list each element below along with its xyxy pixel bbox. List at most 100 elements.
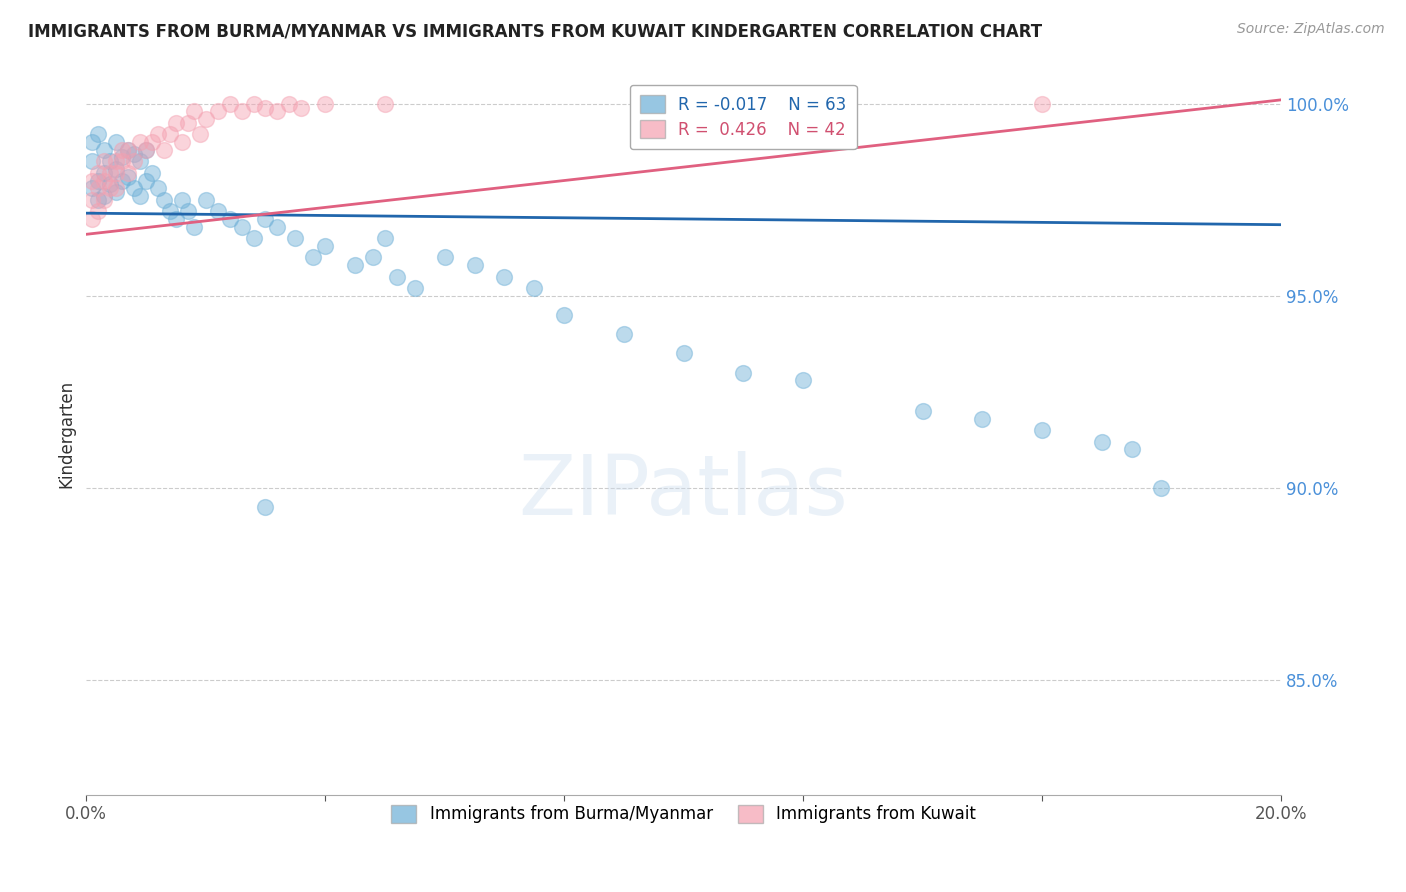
Point <box>231 104 253 119</box>
Point <box>553 308 575 322</box>
Point <box>153 193 176 207</box>
Point <box>87 166 110 180</box>
Point <box>105 181 128 195</box>
Point <box>972 411 994 425</box>
Point <box>404 281 426 295</box>
Point <box>278 96 301 111</box>
Point <box>1121 442 1143 457</box>
Point <box>911 404 934 418</box>
Point <box>314 239 336 253</box>
Point <box>87 204 110 219</box>
Point <box>159 204 181 219</box>
Point <box>464 258 486 272</box>
Point <box>117 169 139 184</box>
Point <box>177 204 200 219</box>
Point <box>117 166 139 180</box>
Point <box>111 151 134 165</box>
Point <box>141 166 163 180</box>
Point <box>183 219 205 234</box>
Point <box>242 231 264 245</box>
Text: IMMIGRANTS FROM BURMA/MYANMAR VS IMMIGRANTS FROM KUWAIT KINDERGARTEN CORRELATION: IMMIGRANTS FROM BURMA/MYANMAR VS IMMIGRA… <box>28 22 1042 40</box>
Point <box>87 128 110 142</box>
Point <box>153 143 176 157</box>
Point <box>129 189 152 203</box>
Point <box>165 211 187 226</box>
Point <box>207 104 229 119</box>
Point <box>135 143 157 157</box>
Point <box>523 281 546 295</box>
Point <box>218 211 240 226</box>
Point <box>207 204 229 219</box>
Point <box>194 193 217 207</box>
Point <box>374 231 396 245</box>
Point <box>117 143 139 157</box>
Point <box>111 154 134 169</box>
Point <box>183 104 205 119</box>
Point <box>117 143 139 157</box>
Point <box>129 154 152 169</box>
Point <box>98 166 121 180</box>
Point <box>170 193 193 207</box>
Point <box>82 193 104 207</box>
Point <box>105 135 128 149</box>
Point <box>218 96 240 111</box>
Point <box>135 173 157 187</box>
Point <box>188 128 211 142</box>
Point <box>242 96 264 111</box>
Text: ZIPatlas: ZIPatlas <box>519 451 849 533</box>
Point <box>87 173 110 187</box>
Point <box>433 250 456 264</box>
Point <box>672 346 695 360</box>
Point <box>93 189 115 203</box>
Point <box>98 178 121 192</box>
Point <box>266 104 288 119</box>
Text: Source: ZipAtlas.com: Source: ZipAtlas.com <box>1237 22 1385 37</box>
Point <box>82 154 104 169</box>
Point <box>93 173 115 187</box>
Point <box>1091 434 1114 449</box>
Point <box>105 161 128 176</box>
Point <box>254 500 277 514</box>
Point <box>146 128 169 142</box>
Point <box>82 173 104 187</box>
Point <box>82 135 104 149</box>
Point <box>284 231 307 245</box>
Point <box>231 219 253 234</box>
Point <box>254 101 277 115</box>
Point <box>302 250 325 264</box>
Point <box>87 181 110 195</box>
Point <box>385 269 408 284</box>
Point <box>135 143 157 157</box>
Legend: Immigrants from Burma/Myanmar, Immigrants from Kuwait: Immigrants from Burma/Myanmar, Immigrant… <box>385 798 983 830</box>
Point <box>82 181 104 195</box>
Point <box>93 193 115 207</box>
Point <box>122 146 145 161</box>
Point <box>111 143 134 157</box>
Point <box>122 181 145 195</box>
Point <box>105 185 128 199</box>
Point <box>122 154 145 169</box>
Point <box>82 211 104 226</box>
Point <box>170 135 193 149</box>
Point <box>87 193 110 207</box>
Point <box>93 143 115 157</box>
Point <box>129 135 152 149</box>
Point <box>344 258 367 272</box>
Point <box>146 181 169 195</box>
Point <box>98 181 121 195</box>
Point <box>733 366 755 380</box>
Point <box>494 269 516 284</box>
Point <box>1031 96 1053 111</box>
Point <box>1031 423 1053 437</box>
Point <box>165 116 187 130</box>
Point <box>93 154 115 169</box>
Point <box>290 101 312 115</box>
Point <box>266 219 288 234</box>
Point <box>1150 481 1173 495</box>
Point <box>254 211 277 226</box>
Point <box>194 112 217 126</box>
Point <box>361 250 384 264</box>
Point <box>159 128 181 142</box>
Point <box>105 154 128 169</box>
Y-axis label: Kindergarten: Kindergarten <box>58 380 75 488</box>
